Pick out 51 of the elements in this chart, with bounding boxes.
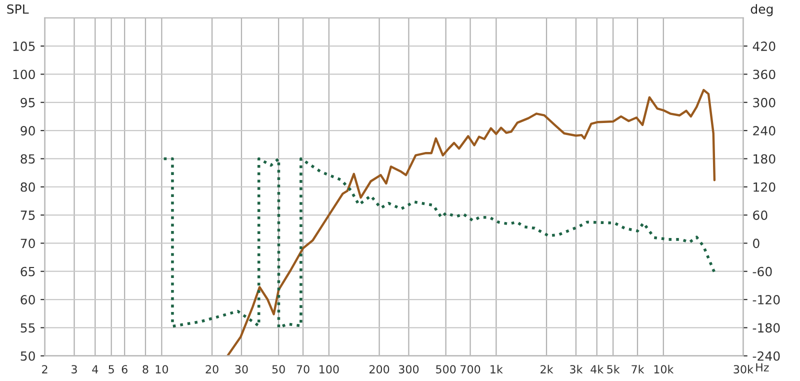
x-tick-label: 700	[460, 365, 480, 374]
x-tick-label: 2	[42, 365, 48, 374]
y2-tick-label: -180	[752, 323, 780, 333]
x-tick-label: 10	[156, 365, 168, 374]
y-tick-label: 75	[20, 210, 35, 220]
y-tick-label: 95	[20, 98, 35, 108]
x-tick-label: 30	[235, 365, 248, 374]
x-tick-label: 5	[108, 365, 114, 374]
x-tick-label: 500	[436, 365, 456, 374]
x-tick-label: 300	[398, 365, 419, 374]
y2-tick-label: 60	[753, 210, 768, 220]
x-tick-label: 6	[122, 365, 128, 374]
x-tick-label: 20	[206, 365, 218, 374]
y-tick-label: 60	[20, 295, 35, 304]
x-tick-label: 70	[296, 365, 310, 374]
y-tick-label: 55	[20, 323, 35, 333]
x-tick-label: 4	[92, 365, 98, 374]
y2-tick-label: 240	[753, 126, 776, 136]
y-tick-label: 65	[20, 266, 35, 276]
y2-tick-label: 180	[754, 154, 776, 164]
y2-tick-label: 360	[753, 70, 776, 80]
y-axis-title: SPL	[7, 4, 29, 14]
y-tick-label: 85	[20, 154, 35, 164]
x-axis-title: Hz	[756, 363, 769, 372]
y2-tick-label: -240	[752, 351, 780, 361]
y-tick-label: 100	[13, 70, 35, 80]
y2-tick-label: -120	[752, 295, 780, 304]
x-tick-label: 50	[272, 365, 285, 374]
x-tick-label: 100	[320, 365, 339, 374]
x-tick-label: 200	[369, 365, 390, 374]
y2-tick-label: -60	[752, 266, 772, 276]
y2-tick-label: 300	[753, 98, 776, 108]
y-tick-label: 90	[20, 126, 35, 136]
x-tick-label: 3k	[570, 364, 583, 374]
y-tick-label: 80	[20, 182, 35, 192]
y2-tick-label: 0	[753, 238, 760, 248]
x-tick-label: 3	[72, 365, 77, 374]
y2-tick-label: 420	[752, 42, 776, 51]
y2-axis-title: deg	[750, 4, 773, 16]
x-tick-label: 10k	[654, 364, 674, 374]
x-tick-label: 7k	[632, 364, 644, 374]
x-tick-label: 30k	[734, 364, 754, 374]
x-tick-label: 8	[142, 365, 148, 374]
x-tick-label: 1k	[490, 364, 503, 374]
x-tick-label: 2k	[540, 364, 554, 374]
x-tick-label: 4k	[590, 364, 604, 374]
x-tick-label: 5k	[607, 364, 620, 374]
y-tick-label: 70	[20, 238, 35, 248]
y-tick-label: 105	[13, 42, 35, 51]
y-tick-label: 50	[20, 351, 35, 361]
y2-tick-label: 120	[754, 182, 776, 192]
